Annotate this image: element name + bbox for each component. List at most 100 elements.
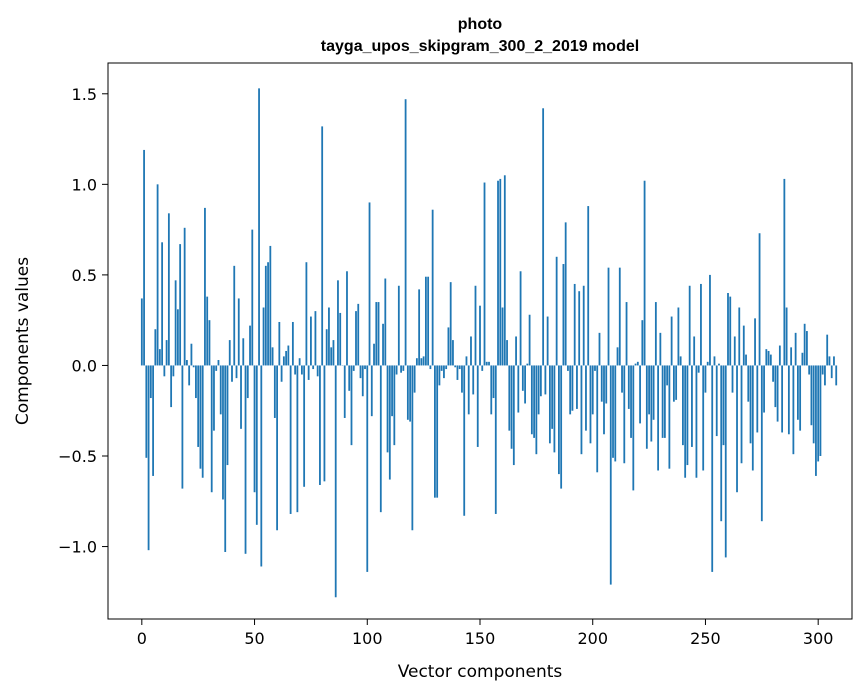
y-tick-label: 1.5 bbox=[72, 85, 97, 104]
bar bbox=[454, 365, 457, 368]
bar bbox=[508, 365, 511, 431]
bar bbox=[738, 307, 741, 366]
bar bbox=[361, 365, 364, 397]
bar bbox=[465, 356, 468, 366]
bar bbox=[314, 311, 317, 366]
bar bbox=[244, 365, 247, 554]
bar bbox=[497, 180, 499, 366]
bar bbox=[580, 365, 583, 455]
bar bbox=[167, 213, 170, 366]
x-tick-label: 100 bbox=[352, 629, 383, 648]
bar bbox=[210, 365, 213, 493]
bar bbox=[273, 365, 276, 418]
bar bbox=[355, 311, 357, 366]
bar bbox=[251, 229, 254, 366]
bar bbox=[255, 365, 258, 525]
bar bbox=[222, 365, 224, 500]
bar bbox=[181, 365, 184, 489]
bar bbox=[235, 365, 238, 379]
bar bbox=[456, 365, 459, 380]
bar bbox=[204, 207, 206, 366]
bar bbox=[747, 365, 750, 402]
bar bbox=[278, 321, 281, 366]
bar bbox=[431, 209, 434, 366]
bar bbox=[359, 365, 362, 379]
bar bbox=[826, 334, 829, 366]
bar bbox=[143, 149, 145, 366]
bar bbox=[810, 365, 813, 426]
bar bbox=[794, 332, 797, 366]
bar bbox=[147, 365, 150, 551]
bar bbox=[282, 356, 285, 366]
bar bbox=[337, 280, 339, 366]
bar bbox=[458, 365, 461, 370]
bar bbox=[224, 365, 227, 552]
bar bbox=[152, 365, 154, 476]
bar bbox=[264, 265, 267, 366]
bar bbox=[215, 365, 218, 371]
bar bbox=[406, 365, 409, 420]
bar bbox=[749, 365, 752, 444]
bar bbox=[258, 88, 260, 366]
bar bbox=[195, 365, 197, 399]
bar bbox=[501, 307, 504, 366]
bar bbox=[352, 365, 355, 371]
bar bbox=[679, 356, 682, 366]
bar bbox=[733, 336, 736, 366]
bar bbox=[600, 365, 603, 402]
bar bbox=[515, 336, 517, 366]
bar bbox=[379, 365, 382, 513]
bar bbox=[760, 365, 763, 522]
bar bbox=[612, 365, 614, 458]
bar bbox=[307, 365, 310, 380]
bar bbox=[253, 365, 256, 493]
bar bbox=[627, 365, 630, 409]
bar bbox=[636, 361, 639, 366]
bar bbox=[267, 262, 269, 366]
bar bbox=[343, 365, 346, 418]
x-tick-label: 250 bbox=[690, 629, 721, 648]
bar bbox=[686, 365, 689, 466]
bar bbox=[319, 365, 321, 485]
bar bbox=[190, 343, 193, 366]
bar bbox=[461, 365, 463, 393]
bar bbox=[377, 302, 380, 366]
bar bbox=[470, 336, 472, 366]
bar bbox=[310, 316, 312, 366]
bar bbox=[156, 184, 159, 366]
bar bbox=[339, 312, 342, 366]
bar bbox=[713, 356, 716, 366]
bar bbox=[722, 365, 725, 446]
bar bbox=[578, 291, 581, 366]
bar bbox=[289, 365, 292, 514]
bar bbox=[751, 365, 754, 471]
bar bbox=[573, 283, 576, 366]
bar bbox=[530, 365, 533, 435]
bar bbox=[654, 302, 657, 366]
bar bbox=[697, 365, 700, 373]
bar bbox=[436, 365, 439, 498]
bar bbox=[316, 365, 319, 377]
bar bbox=[413, 365, 416, 393]
bar bbox=[382, 323, 384, 366]
bar bbox=[357, 303, 360, 366]
bar bbox=[724, 365, 727, 558]
bar bbox=[571, 365, 574, 411]
bar bbox=[415, 358, 418, 366]
bar bbox=[533, 365, 536, 438]
bar bbox=[666, 365, 669, 386]
bar bbox=[542, 108, 545, 366]
bar bbox=[291, 321, 294, 366]
bar bbox=[815, 365, 817, 476]
bar bbox=[616, 347, 619, 366]
bar bbox=[472, 365, 475, 395]
bar bbox=[706, 361, 709, 366]
bar bbox=[395, 365, 398, 375]
bar bbox=[364, 365, 366, 370]
bar bbox=[745, 354, 747, 366]
bar bbox=[503, 175, 506, 366]
bar bbox=[368, 202, 371, 366]
bar bbox=[555, 256, 558, 366]
bar bbox=[688, 285, 691, 366]
bar bbox=[539, 365, 542, 397]
